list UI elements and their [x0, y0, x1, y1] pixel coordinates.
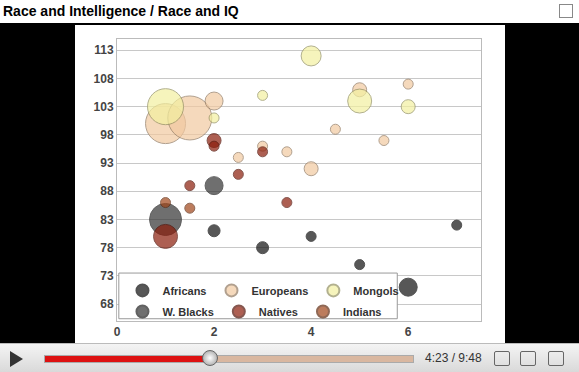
svg-text:93: 93	[100, 156, 114, 170]
svg-text:83: 83	[100, 213, 114, 227]
svg-text:W. Blacks: W. Blacks	[162, 306, 213, 318]
svg-text:113: 113	[94, 43, 114, 57]
svg-text:88: 88	[100, 184, 114, 198]
svg-text:Indians: Indians	[343, 306, 382, 318]
svg-text:Africans: Africans	[162, 285, 206, 297]
html-text:4:23 / 9:48: 4:23 / 9:48	[425, 351, 482, 365]
svg-text:108: 108	[94, 72, 114, 86]
svg-text:73: 73	[100, 269, 114, 283]
svg-text:Mongols: Mongols	[353, 285, 398, 297]
svg-text:68: 68	[100, 297, 114, 311]
svg-text:98: 98	[100, 128, 114, 142]
svg-text:4: 4	[308, 325, 315, 339]
svg-text:Natives: Natives	[259, 306, 298, 318]
svg-text:Europeans: Europeans	[251, 285, 308, 297]
svg-text:6: 6	[405, 325, 412, 339]
svg-text:78: 78	[100, 241, 114, 255]
svg-text:2: 2	[211, 325, 218, 339]
html-text:Race and Intelligence / Race a: Race and Intelligence / Race and IQ	[3, 3, 239, 19]
svg-text:103: 103	[94, 100, 114, 114]
svg-text:0: 0	[114, 325, 121, 339]
